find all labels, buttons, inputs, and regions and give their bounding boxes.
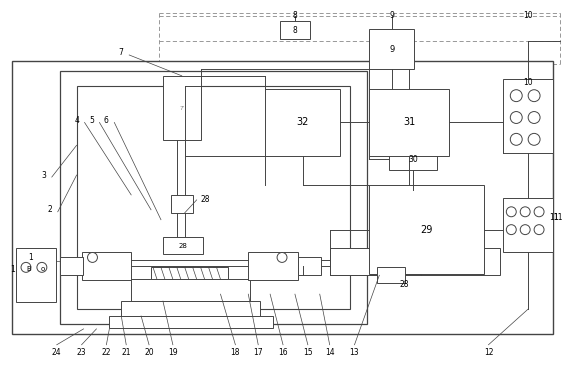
Bar (298, 257, 321, 275)
Bar (370, 185, 483, 274)
Text: 28: 28 (179, 243, 187, 248)
Bar (377, 268, 405, 283)
Circle shape (37, 262, 47, 272)
Text: o: o (41, 266, 45, 272)
Text: 8: 8 (293, 11, 297, 20)
Text: 22: 22 (102, 348, 111, 357)
Text: 11: 11 (553, 213, 563, 222)
Bar (280, 21, 310, 39)
Circle shape (506, 225, 516, 235)
Bar (329, 247, 379, 275)
Text: 3: 3 (41, 171, 46, 179)
Bar (503, 79, 553, 153)
Text: 32: 32 (297, 117, 309, 127)
Circle shape (506, 207, 516, 217)
Bar (60, 257, 83, 275)
Bar (171, 195, 193, 213)
Text: 20: 20 (144, 348, 154, 357)
Text: 30: 30 (408, 155, 418, 164)
Circle shape (510, 112, 522, 123)
Text: 28: 28 (201, 195, 210, 204)
Text: 10: 10 (523, 11, 533, 20)
Text: 31: 31 (403, 117, 415, 127)
Circle shape (528, 90, 540, 102)
Text: 23: 23 (77, 348, 86, 357)
Text: 14: 14 (325, 348, 335, 357)
Bar (76, 86, 350, 309)
Bar (370, 89, 449, 156)
Bar (421, 247, 501, 275)
Bar (82, 252, 131, 280)
Text: 11: 11 (549, 213, 559, 222)
Text: 12: 12 (484, 348, 493, 357)
Text: 6: 6 (104, 116, 109, 125)
Circle shape (528, 112, 540, 123)
Bar (110, 316, 273, 328)
Bar (163, 237, 203, 254)
Text: B: B (26, 266, 32, 272)
Text: 4: 4 (74, 116, 79, 125)
Text: 1: 1 (29, 253, 33, 262)
Text: 7’: 7’ (179, 106, 184, 111)
Bar (503, 198, 553, 252)
Circle shape (520, 207, 530, 217)
Circle shape (534, 207, 544, 217)
Bar (265, 89, 340, 156)
Circle shape (520, 225, 530, 235)
Bar (12, 61, 553, 334)
Text: 7: 7 (119, 48, 124, 58)
Text: 1: 1 (10, 265, 14, 274)
Circle shape (277, 252, 287, 262)
Bar (379, 250, 421, 274)
Circle shape (510, 133, 522, 145)
Text: 28: 28 (400, 280, 409, 289)
Text: 2: 2 (48, 205, 52, 214)
Circle shape (528, 133, 540, 145)
Circle shape (510, 90, 522, 102)
Text: 13: 13 (350, 348, 359, 357)
Text: 9: 9 (390, 11, 395, 20)
Text: 29: 29 (421, 225, 433, 235)
Circle shape (21, 262, 31, 272)
Text: 5: 5 (89, 116, 94, 125)
Text: 8: 8 (293, 26, 297, 34)
Text: 24: 24 (52, 348, 61, 357)
Text: 19: 19 (168, 348, 178, 357)
Bar (121, 301, 260, 316)
Bar (151, 268, 228, 279)
Text: 16: 16 (278, 348, 288, 357)
Bar (370, 29, 414, 69)
Bar (16, 247, 56, 302)
Text: 18: 18 (231, 348, 240, 357)
Text: 9: 9 (390, 44, 395, 54)
Text: 17: 17 (253, 348, 263, 357)
Bar (249, 252, 298, 280)
Circle shape (534, 225, 544, 235)
Text: 21: 21 (122, 348, 131, 357)
Bar (163, 76, 201, 140)
Text: 10: 10 (523, 78, 533, 87)
Bar (60, 71, 367, 324)
Bar (131, 279, 250, 301)
Text: 15: 15 (303, 348, 313, 357)
Circle shape (87, 252, 98, 262)
Bar (389, 148, 437, 170)
